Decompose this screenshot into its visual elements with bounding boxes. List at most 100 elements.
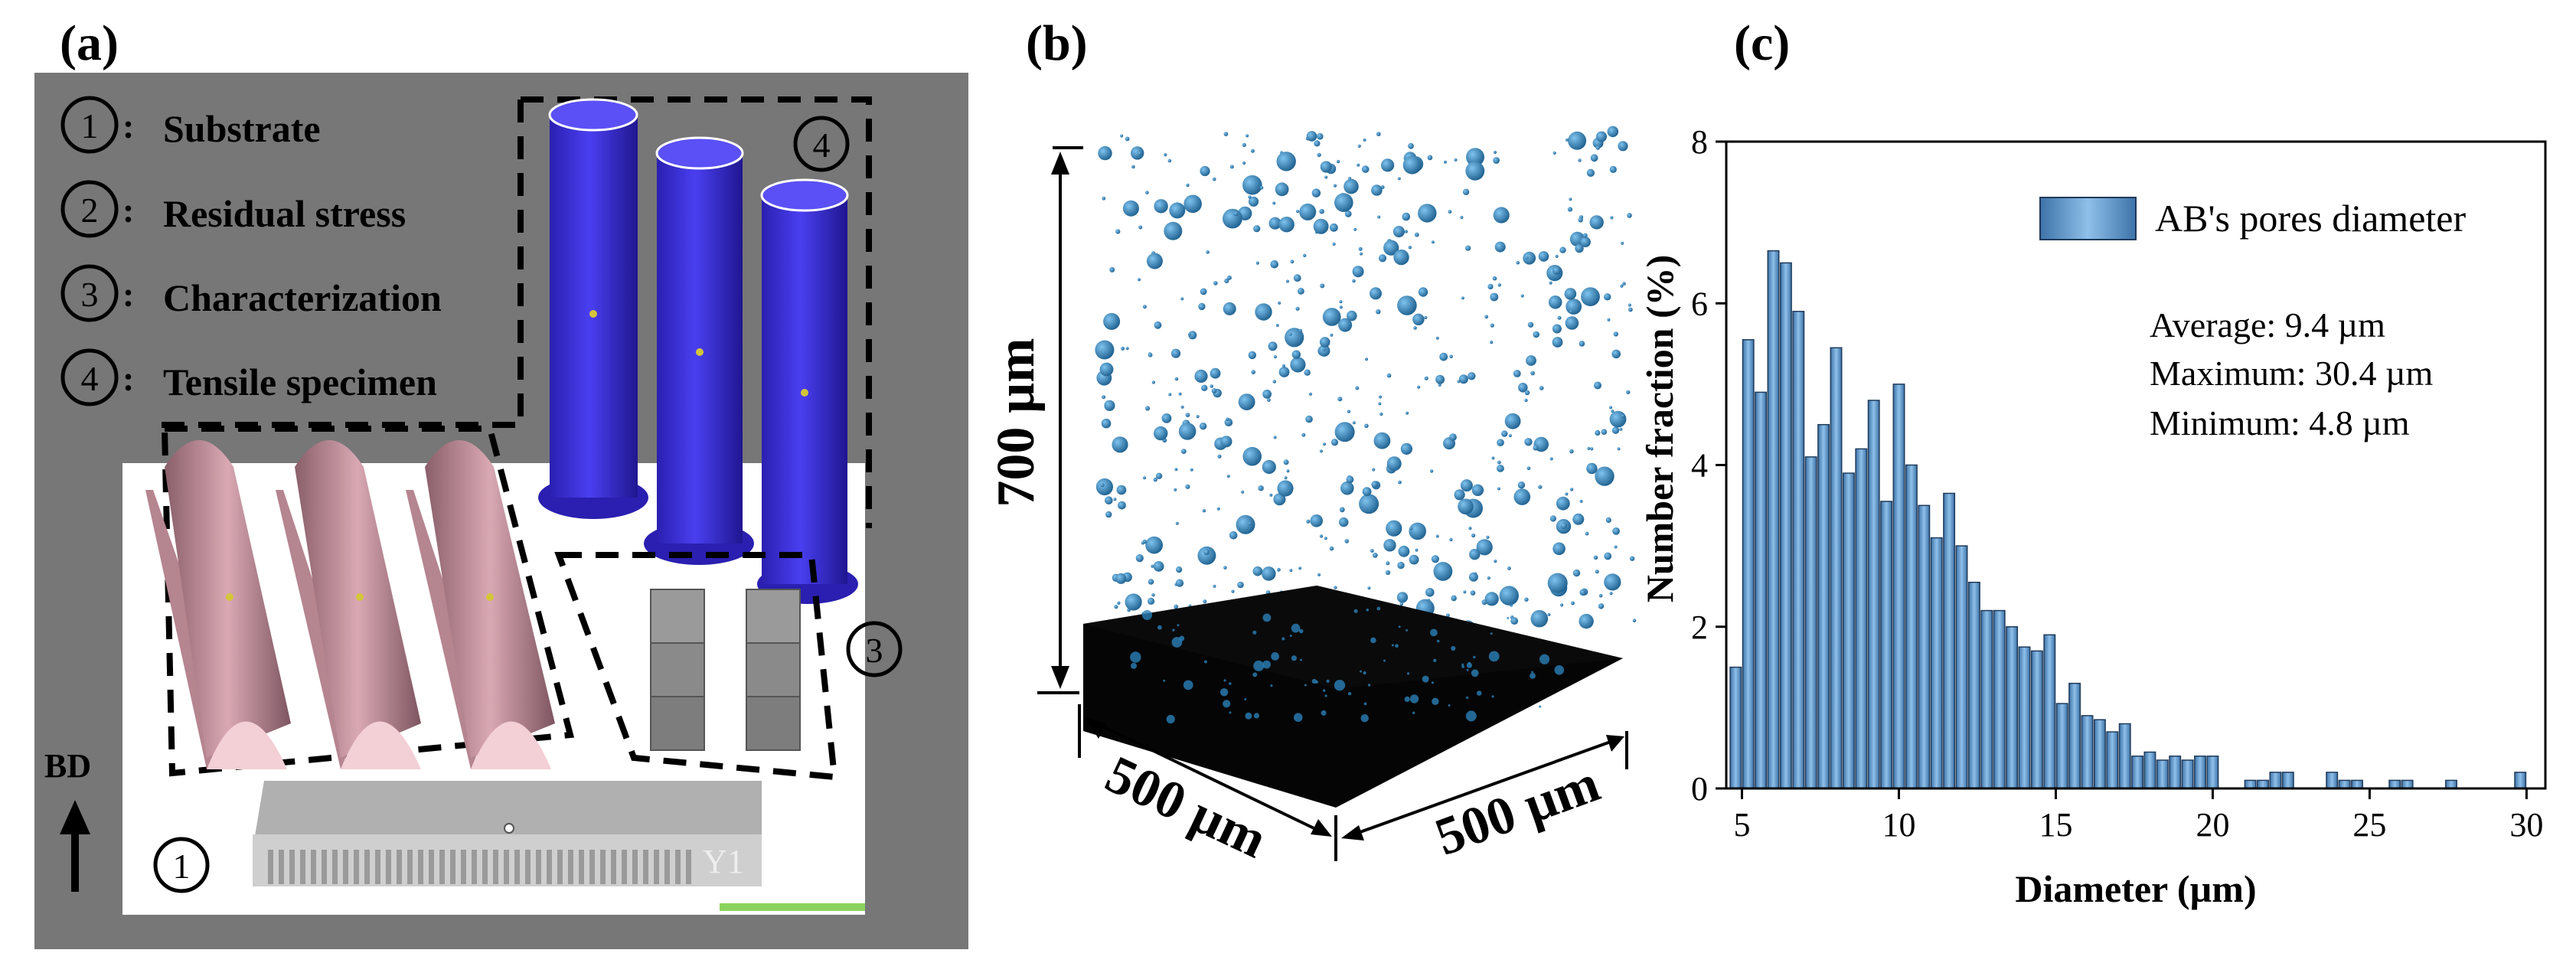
pore bbox=[1138, 278, 1141, 282]
pore bbox=[1270, 260, 1278, 269]
pore bbox=[1278, 367, 1290, 377]
comb-teeth bbox=[268, 850, 691, 884]
pore bbox=[1609, 406, 1612, 410]
pore bbox=[1548, 295, 1562, 309]
pore bbox=[1314, 140, 1321, 147]
pore bbox=[1319, 449, 1323, 453]
pore bbox=[1468, 572, 1478, 582]
pore bbox=[1242, 161, 1246, 165]
pore bbox=[1549, 515, 1556, 522]
pore bbox=[1275, 182, 1289, 197]
pore bbox=[1418, 287, 1428, 297]
pore bbox=[1523, 251, 1536, 265]
pore bbox=[1267, 398, 1271, 402]
embedded-pore bbox=[1539, 705, 1542, 708]
pore bbox=[1595, 570, 1599, 574]
pore bbox=[1589, 215, 1604, 230]
pore bbox=[1212, 177, 1216, 181]
pore bbox=[1397, 295, 1417, 315]
pore bbox=[1371, 481, 1379, 488]
y-axis-label: Number fraction (%) bbox=[1638, 255, 1681, 603]
pore bbox=[1530, 609, 1549, 628]
pore bbox=[1565, 492, 1569, 496]
pore bbox=[1471, 533, 1476, 538]
width-arrow-left-head-a bbox=[1086, 718, 1106, 739]
half-cyl-1-marker bbox=[226, 593, 233, 601]
comb-tooth bbox=[622, 850, 627, 884]
cylinder-3-marker bbox=[801, 389, 808, 397]
comb-tooth bbox=[472, 850, 477, 884]
pore bbox=[1493, 207, 1510, 224]
pore bbox=[1153, 477, 1157, 482]
pore bbox=[1486, 535, 1490, 540]
cylinder-1-top bbox=[548, 98, 638, 132]
pore bbox=[1377, 215, 1381, 219]
pore bbox=[1460, 216, 1464, 219]
x-tick-label: 20 bbox=[2196, 806, 2229, 844]
histogram-bar bbox=[1767, 250, 1780, 789]
pore bbox=[1549, 281, 1552, 285]
embedded-pore bbox=[1163, 679, 1166, 682]
pore bbox=[1308, 392, 1312, 396]
pore bbox=[1611, 349, 1621, 359]
pore bbox=[1367, 586, 1371, 590]
comb-tooth bbox=[557, 850, 563, 884]
pore bbox=[1621, 241, 1624, 245]
comb-tooth bbox=[482, 850, 488, 884]
panel-a-label: (a) bbox=[60, 15, 119, 71]
embedded-pore bbox=[1253, 713, 1259, 719]
pore bbox=[1275, 324, 1279, 327]
pore bbox=[1468, 527, 1472, 530]
pore bbox=[1131, 165, 1135, 169]
embedded-pore bbox=[1347, 692, 1352, 696]
pore bbox=[1304, 369, 1311, 376]
callout-circle-4 bbox=[793, 116, 850, 172]
embedded-pore bbox=[1488, 651, 1500, 662]
pore bbox=[1262, 459, 1276, 475]
pore bbox=[1262, 390, 1272, 399]
dashed-box-characterization-left bbox=[161, 426, 575, 777]
pore bbox=[1598, 593, 1603, 598]
pore bbox=[1581, 287, 1600, 306]
histogram-bar bbox=[2351, 779, 2363, 789]
pore bbox=[1250, 149, 1255, 153]
pore bbox=[1285, 328, 1304, 348]
legend-colon-1: : bbox=[122, 106, 134, 145]
histogram-bar bbox=[2131, 756, 2144, 789]
pore bbox=[1310, 514, 1323, 527]
embedded-pore bbox=[1490, 632, 1493, 635]
stat-average: Average: 9.4 µm bbox=[2150, 305, 2385, 344]
pore bbox=[1620, 284, 1624, 288]
pore bbox=[1611, 426, 1620, 434]
legend-circle-2 bbox=[60, 180, 119, 238]
pore bbox=[1196, 415, 1200, 419]
width-arrow-right-head-b bbox=[1606, 735, 1624, 752]
pore bbox=[1449, 537, 1453, 542]
pore bbox=[1324, 537, 1327, 540]
residual-stress-sample: Y1 bbox=[253, 781, 762, 886]
pore bbox=[1611, 410, 1614, 413]
pore bbox=[1125, 136, 1130, 142]
pore bbox=[1580, 237, 1591, 247]
pore bbox=[1115, 229, 1121, 234]
embedded-pore bbox=[1229, 682, 1232, 685]
comb-tooth bbox=[675, 850, 681, 884]
pore bbox=[1376, 309, 1381, 315]
pore bbox=[1547, 612, 1551, 616]
pore bbox=[1299, 203, 1317, 220]
pore bbox=[1552, 151, 1556, 155]
pore bbox=[1510, 617, 1519, 625]
pore bbox=[1397, 177, 1401, 181]
pore bbox=[1595, 145, 1600, 150]
comb-marker bbox=[504, 823, 514, 834]
pore bbox=[1201, 384, 1208, 391]
pore bbox=[1372, 468, 1376, 472]
pore bbox=[1398, 545, 1410, 557]
embedded-pore bbox=[1376, 606, 1381, 611]
pore bbox=[1578, 217, 1583, 223]
pore bbox=[1330, 223, 1338, 232]
legend-label: AB's pores diameter bbox=[2155, 197, 2466, 240]
pore bbox=[1226, 417, 1229, 421]
pore bbox=[1293, 274, 1301, 282]
pore bbox=[1199, 423, 1207, 430]
